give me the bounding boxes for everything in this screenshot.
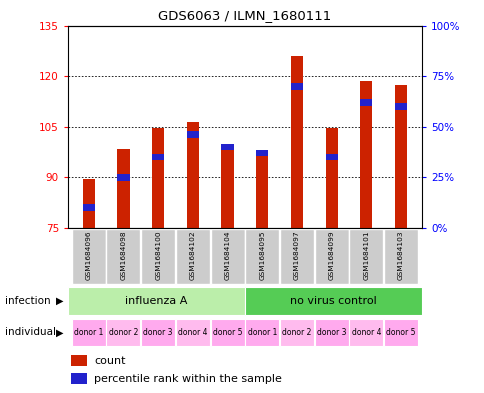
Bar bbox=[106, 319, 140, 346]
FancyBboxPatch shape bbox=[72, 229, 106, 284]
FancyBboxPatch shape bbox=[210, 229, 244, 284]
Bar bbox=[360, 81, 372, 228]
Text: count: count bbox=[94, 356, 126, 366]
Text: donor 1: donor 1 bbox=[247, 328, 276, 337]
Text: GSM1684103: GSM1684103 bbox=[397, 230, 403, 280]
Text: ▶: ▶ bbox=[56, 296, 63, 306]
Text: donor 4: donor 4 bbox=[351, 328, 380, 337]
Text: donor 5: donor 5 bbox=[212, 328, 242, 337]
Bar bbox=[68, 287, 244, 315]
Bar bbox=[141, 319, 175, 346]
Text: GSM1684101: GSM1684101 bbox=[363, 230, 369, 280]
FancyBboxPatch shape bbox=[348, 229, 383, 284]
FancyBboxPatch shape bbox=[176, 229, 210, 284]
Text: GSM1684100: GSM1684100 bbox=[155, 230, 161, 280]
Bar bbox=[256, 150, 268, 156]
Bar bbox=[290, 83, 302, 90]
Text: no virus control: no virus control bbox=[289, 296, 376, 306]
FancyBboxPatch shape bbox=[141, 229, 175, 284]
FancyBboxPatch shape bbox=[245, 229, 279, 284]
Bar bbox=[383, 319, 417, 346]
Bar bbox=[186, 122, 198, 228]
Text: individual: individual bbox=[5, 327, 56, 338]
Text: donor 3: donor 3 bbox=[317, 328, 346, 337]
Text: donor 2: donor 2 bbox=[282, 328, 311, 337]
Text: infection: infection bbox=[5, 296, 50, 306]
Text: donor 3: donor 3 bbox=[143, 328, 172, 337]
Text: GSM1684097: GSM1684097 bbox=[293, 230, 300, 280]
Bar bbox=[394, 84, 407, 228]
Bar bbox=[152, 129, 164, 228]
Bar bbox=[186, 132, 198, 138]
Bar bbox=[117, 174, 129, 181]
Bar bbox=[394, 103, 407, 110]
Text: percentile rank within the sample: percentile rank within the sample bbox=[94, 374, 282, 384]
Text: GSM1684099: GSM1684099 bbox=[328, 230, 334, 280]
Bar bbox=[117, 149, 129, 228]
FancyBboxPatch shape bbox=[106, 229, 140, 284]
Text: donor 2: donor 2 bbox=[108, 328, 138, 337]
Text: donor 5: donor 5 bbox=[386, 328, 415, 337]
Text: donor 4: donor 4 bbox=[178, 328, 207, 337]
FancyBboxPatch shape bbox=[314, 229, 348, 284]
Title: GDS6063 / ILMN_1680111: GDS6063 / ILMN_1680111 bbox=[158, 9, 331, 22]
Bar bbox=[221, 147, 233, 228]
Bar bbox=[245, 319, 279, 346]
Text: GSM1684095: GSM1684095 bbox=[259, 230, 265, 280]
Text: ▶: ▶ bbox=[56, 327, 63, 338]
Bar bbox=[176, 319, 210, 346]
Bar bbox=[71, 355, 87, 366]
Text: donor 1: donor 1 bbox=[74, 328, 103, 337]
FancyBboxPatch shape bbox=[383, 229, 417, 284]
Text: GSM1684102: GSM1684102 bbox=[189, 230, 196, 280]
Bar bbox=[314, 319, 348, 346]
Bar bbox=[210, 319, 244, 346]
Text: influenza A: influenza A bbox=[125, 296, 187, 306]
Bar bbox=[82, 179, 94, 228]
Text: GSM1684096: GSM1684096 bbox=[86, 230, 91, 280]
FancyBboxPatch shape bbox=[279, 229, 313, 284]
Text: GSM1684104: GSM1684104 bbox=[224, 230, 230, 280]
Bar bbox=[152, 154, 164, 160]
Bar bbox=[82, 204, 94, 211]
Bar bbox=[279, 319, 313, 346]
Bar bbox=[325, 129, 337, 228]
Text: GSM1684098: GSM1684098 bbox=[120, 230, 126, 280]
Bar bbox=[325, 154, 337, 160]
Bar bbox=[348, 319, 383, 346]
Bar bbox=[244, 287, 421, 315]
Bar bbox=[71, 373, 87, 384]
Bar bbox=[290, 56, 302, 228]
Bar bbox=[221, 144, 233, 150]
Bar bbox=[360, 99, 372, 106]
Bar bbox=[72, 319, 106, 346]
Bar bbox=[256, 152, 268, 228]
